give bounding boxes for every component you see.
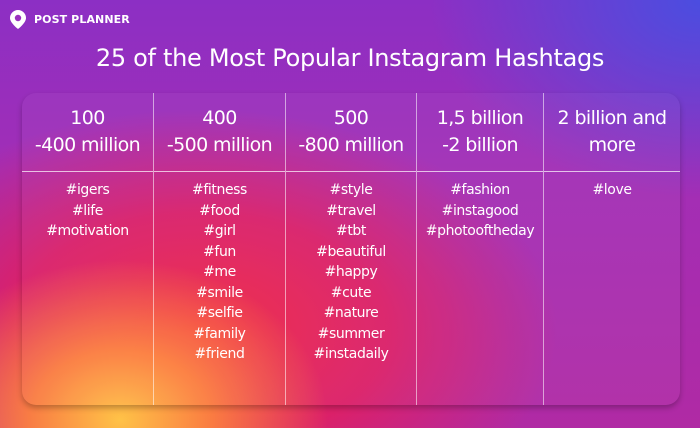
hashtag: #fun	[203, 243, 236, 260]
hashtag-list: #love	[544, 172, 680, 201]
tier-range-line1: 400	[202, 107, 237, 129]
hashtag: #tbt	[336, 223, 366, 239]
hashtag: #travel	[326, 202, 376, 219]
tier-range-line1: 1,5 billion	[436, 107, 524, 129]
hashtag: #igers	[65, 182, 110, 198]
tier-range-line2: -800 million	[298, 134, 404, 156]
brand-name: POST PLANNER	[34, 13, 130, 26]
hashtag-list: #fitness #food #girl #fun #me #smile #selfie #f…	[154, 172, 285, 365]
tier-range-line2: -500 million	[166, 134, 273, 156]
hashtag: #happy	[324, 264, 378, 280]
tier-column: 100 -400 million #igers #life #motivation	[22, 93, 154, 405]
hashtag: #friend	[194, 346, 245, 362]
hashtag: #food	[199, 202, 240, 219]
hashtag: #fitness	[192, 182, 247, 198]
tier-header: 1,5 billion -2 billion	[417, 93, 543, 172]
hashtag: #instagood	[441, 202, 519, 219]
hashtag: #instadaily	[313, 346, 389, 362]
hashtag: #me	[203, 264, 236, 280]
hashtag: #life	[71, 202, 104, 219]
page-title: 25 of the Most Popular Instagram Hashtag…	[95, 44, 605, 72]
hashtag: #smile	[196, 284, 243, 301]
hashtag: #family	[193, 325, 246, 342]
hashtag: #love	[592, 182, 632, 198]
tier-range-line2: more	[588, 134, 636, 156]
hashtag: #cute	[330, 284, 372, 301]
tier-header: 2 billion and more	[544, 93, 680, 172]
hashtag-table: 100 -400 million #igers #life #motivation 400…	[22, 93, 680, 405]
tier-header: 400 -500 million	[154, 93, 285, 172]
tier-range-line1: 500	[333, 107, 369, 129]
tier-range-line2: -2 billion	[442, 134, 518, 156]
hashtag-list: #igers #life #motivation	[22, 172, 153, 242]
tier-range-line1: 2 billion and	[557, 107, 668, 129]
tier-column: 2 billion and more #love	[544, 93, 680, 405]
hashtag: #summer	[317, 325, 385, 342]
hashtag: #nature	[323, 305, 379, 321]
hashtag: #photooftheday	[425, 223, 535, 239]
tier-header: 500 -800 million	[286, 93, 416, 172]
location-pin-icon	[10, 10, 26, 29]
brand-logo: POST PLANNER	[10, 10, 130, 29]
hashtag-list: #fashion #instagood #photooftheday	[417, 172, 543, 242]
hashtag-list: #style #travel #tbt #beautiful #happy #cute #n…	[286, 172, 416, 365]
hashtag: #motivation	[46, 223, 129, 239]
hashtag: #beautiful	[316, 243, 386, 260]
tier-range-line2: -400 million	[34, 134, 141, 156]
hashtag: #selfie	[196, 305, 243, 321]
tier-column: 1,5 billion -2 billion #fashion #instagood #…	[417, 93, 544, 405]
hashtag: #girl	[203, 223, 236, 239]
tier-column: 500 -800 million #style #travel #tbt #beautif…	[286, 93, 417, 405]
tier-column: 400 -500 million #fitness #food #girl #fun #me…	[154, 93, 286, 405]
hashtag: #style	[329, 182, 373, 198]
tier-header: 100 -400 million	[22, 93, 153, 172]
hashtag: #fashion	[450, 182, 510, 198]
tier-range-line1: 100	[70, 107, 105, 129]
